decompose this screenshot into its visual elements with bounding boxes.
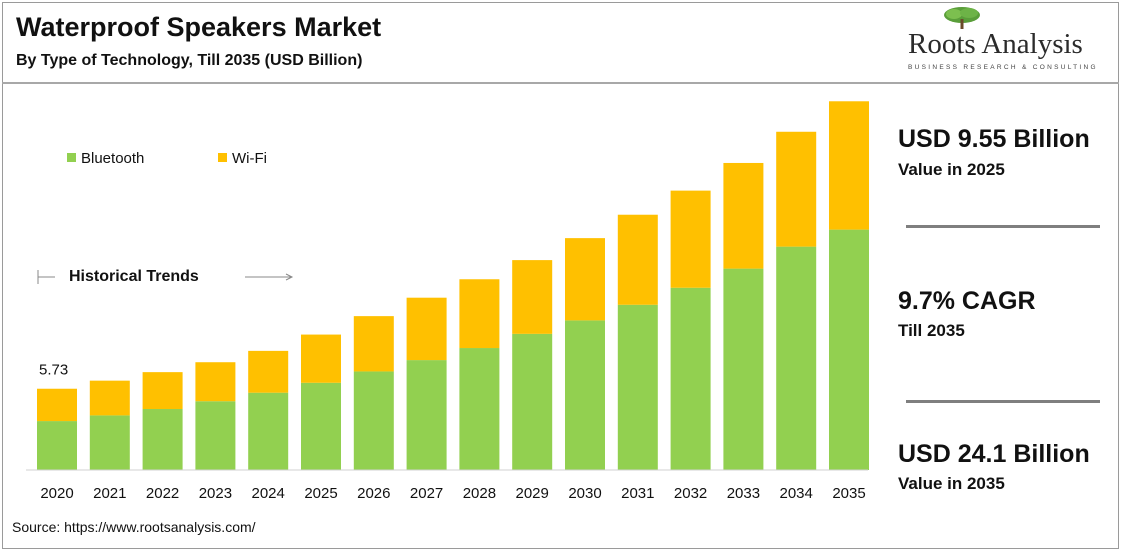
bar-wifi-2035 bbox=[829, 101, 869, 230]
bar-bluetooth-2034 bbox=[776, 246, 817, 470]
legend: Bluetooth Wi-Fi bbox=[67, 150, 267, 167]
stat-divider-1 bbox=[906, 225, 1100, 228]
bar-wifi-2026 bbox=[353, 316, 394, 372]
x-tick-2032: 2032 bbox=[674, 485, 707, 502]
x-tick-2031: 2031 bbox=[621, 485, 654, 502]
stat-2025-label: Value in 2025 bbox=[898, 160, 1005, 179]
bar-wifi-2025 bbox=[301, 334, 341, 383]
arrow-right-icon bbox=[285, 273, 294, 281]
tree-icon bbox=[944, 7, 980, 29]
stat-2035-label: Value in 2035 bbox=[898, 474, 1005, 493]
x-tick-2034: 2034 bbox=[780, 485, 813, 502]
bar-bluetooth-2022 bbox=[142, 409, 183, 470]
x-tick-2025: 2025 bbox=[304, 485, 337, 502]
bar-wifi-2029 bbox=[512, 260, 553, 334]
bar-wifi-2028 bbox=[459, 279, 500, 349]
bar-wifi-2032 bbox=[670, 190, 711, 288]
x-tick-2020: 2020 bbox=[40, 485, 73, 502]
bar-bluetooth-2030 bbox=[565, 320, 605, 470]
bar-wifi-2033 bbox=[723, 162, 764, 269]
bar-wifi-2021 bbox=[89, 380, 130, 416]
stat-cagr-value: 9.7% CAGR bbox=[898, 287, 1036, 315]
historical-trends-annotation: Historical Trends bbox=[37, 268, 294, 285]
bar-bluetooth-2035 bbox=[829, 229, 869, 470]
bars-group bbox=[37, 101, 869, 470]
x-tick-labels: 2020 2021 2022 2023 2024 2025 2026 2027 2028 2029… bbox=[40, 485, 865, 502]
source-note: Source: https://www.rootsanalysis.com/ bbox=[12, 519, 256, 535]
x-tick-2028: 2028 bbox=[463, 485, 496, 502]
bar-bluetooth-2033 bbox=[723, 268, 764, 470]
bar-wifi-2023 bbox=[195, 362, 236, 402]
x-tick-2030: 2030 bbox=[568, 485, 601, 502]
bar-wifi-2034 bbox=[776, 131, 817, 247]
page-title: Waterproof Speakers Market bbox=[16, 12, 382, 42]
x-tick-2033: 2033 bbox=[727, 485, 760, 502]
bar-bluetooth-2023 bbox=[195, 401, 236, 470]
x-tick-2023: 2023 bbox=[199, 485, 232, 502]
stacked-bar-chart: 2020 2021 2022 2023 2024 2025 2026 2027 2028 2029… bbox=[26, 101, 869, 502]
bar-bluetooth-2026 bbox=[353, 371, 394, 470]
bar-wifi-2031 bbox=[617, 214, 658, 305]
header-divider bbox=[2, 82, 1119, 84]
bar-bluetooth-2027 bbox=[406, 360, 447, 470]
roots-analysis-logo: Roots Analysis BUSINESS RESEARCH & CONSU… bbox=[900, 6, 1110, 72]
bar-bluetooth-2021 bbox=[89, 415, 130, 470]
x-tick-2021: 2021 bbox=[93, 485, 126, 502]
x-tick-2026: 2026 bbox=[357, 485, 390, 502]
page-subtitle: By Type of Technology, Till 2035 (USD Bi… bbox=[16, 52, 363, 69]
x-tick-2027: 2027 bbox=[410, 485, 443, 502]
bar-wifi-2022 bbox=[142, 372, 183, 410]
data-labels: 5.73 bbox=[39, 362, 68, 379]
bar-bluetooth-2024 bbox=[248, 392, 289, 470]
data-label-2020: 5.73 bbox=[39, 362, 68, 379]
bar-bluetooth-2032 bbox=[670, 287, 711, 470]
logo-name: Roots Analysis bbox=[908, 28, 1083, 60]
bar-wifi-2020 bbox=[37, 388, 77, 422]
bar-bluetooth-2031 bbox=[617, 304, 658, 470]
x-tick-2035: 2035 bbox=[832, 485, 865, 502]
bar-bluetooth-2029 bbox=[512, 333, 553, 470]
stat-divider-2 bbox=[906, 400, 1100, 403]
logo-tagline: BUSINESS RESEARCH & CONSULTING bbox=[908, 64, 1098, 71]
stat-cagr-label: Till 2035 bbox=[898, 321, 965, 340]
x-tick-2024: 2024 bbox=[252, 485, 285, 502]
legend-label-wifi: Wi-Fi bbox=[232, 150, 267, 167]
bar-wifi-2024 bbox=[248, 350, 289, 393]
bar-wifi-2030 bbox=[565, 238, 605, 321]
bar-wifi-2027 bbox=[406, 297, 447, 361]
legend-swatch-wifi bbox=[218, 153, 227, 162]
legend-label-bluetooth: Bluetooth bbox=[81, 150, 144, 167]
stat-2035-value: USD 24.1 Billion bbox=[898, 440, 1090, 468]
x-tick-2022: 2022 bbox=[146, 485, 179, 502]
bar-bluetooth-2020 bbox=[37, 421, 77, 470]
historical-trends-label: Historical Trends bbox=[69, 268, 199, 285]
x-tick-2029: 2029 bbox=[516, 485, 549, 502]
stat-2025-value: USD 9.55 Billion bbox=[898, 125, 1090, 153]
bar-bluetooth-2025 bbox=[301, 382, 341, 470]
bar-bluetooth-2028 bbox=[459, 348, 500, 470]
legend-swatch-bluetooth bbox=[67, 153, 76, 162]
